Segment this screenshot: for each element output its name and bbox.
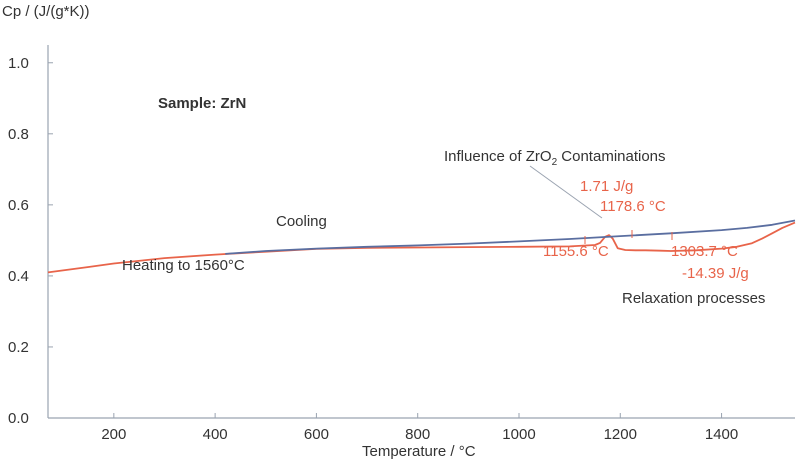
y-tick-label: 0.8 [8, 126, 29, 143]
peak-area-label: 1.71 J/g [580, 178, 633, 195]
y-tick-label: 0.0 [8, 410, 29, 427]
series-group [47, 219, 796, 274]
relaxation-label: Relaxation processes [622, 290, 765, 307]
cooling-curve [225, 219, 796, 255]
y-tick-label: 0.4 [8, 268, 29, 285]
y-tick-label: 1.0 [8, 55, 29, 72]
x-tick-label: 1000 [502, 426, 535, 443]
peak-temp-label: 1178.6 °C [600, 198, 666, 215]
ticks: 0.0 0.2 0.4 0.6 0.8 1.0 200 400 600 800 1000 1200 14… [8, 55, 738, 443]
cooling-label: Cooling [276, 213, 327, 230]
x-tick-label: 1400 [705, 426, 738, 443]
relax-area-label: -14.39 J/g [682, 265, 749, 282]
influence-suffix: Contaminations [557, 148, 665, 165]
x-tick-label: 200 [101, 426, 126, 443]
y-tick-label: 0.6 [8, 197, 29, 214]
sample-label: Sample: ZrN [158, 95, 246, 112]
x-tick-label: 400 [203, 426, 228, 443]
x-tick-label: 600 [304, 426, 329, 443]
relax-temp-label: 1303.7 °C [671, 243, 738, 260]
x-tick-label: 1200 [604, 426, 637, 443]
y-axis-title: Cp / (J/(g*K)) [2, 3, 90, 20]
influence-subscript: 2 [552, 157, 558, 168]
axes [47, 45, 795, 419]
x-axis-title: Temperature / °C [362, 443, 476, 460]
y-tick-label: 0.2 [8, 339, 29, 356]
x-tick-label: 800 [405, 426, 430, 443]
heating-label: Heating to 1560°C [122, 257, 245, 274]
onset-temp-label: 1155.6 °C [543, 243, 609, 260]
influence-label: Influence of ZrO2 Contaminations [444, 148, 666, 168]
influence-prefix: Influence of ZrO [444, 148, 552, 165]
influence-leader-line [529, 165, 603, 219]
